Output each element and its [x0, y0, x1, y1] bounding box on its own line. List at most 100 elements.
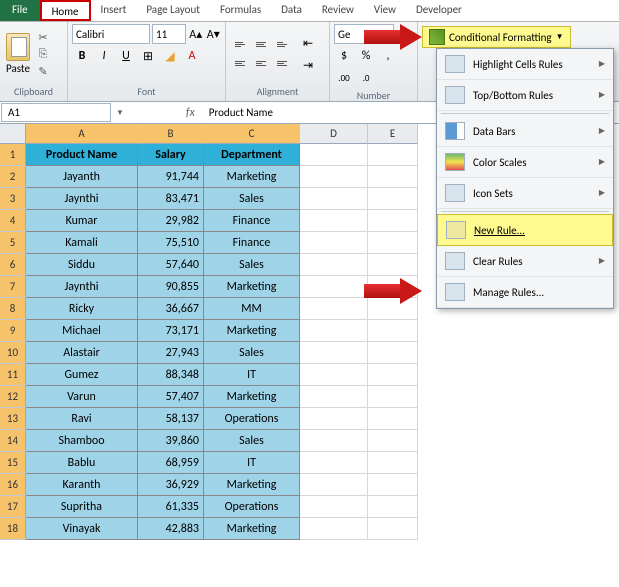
- row-header[interactable]: 15: [0, 452, 26, 474]
- cell-product[interactable]: Ricky: [26, 298, 138, 320]
- cell[interactable]: [300, 166, 368, 188]
- cell[interactable]: [368, 386, 418, 408]
- cell[interactable]: [368, 232, 418, 254]
- cell-department[interactable]: Marketing: [204, 386, 300, 408]
- cell-department[interactable]: Finance: [204, 210, 300, 232]
- col-header-c[interactable]: C: [204, 124, 300, 144]
- cell-department[interactable]: Operations: [204, 408, 300, 430]
- cell[interactable]: [300, 320, 368, 342]
- cell[interactable]: [368, 342, 418, 364]
- align-right[interactable]: [272, 55, 292, 73]
- cell-product[interactable]: Supritha: [26, 496, 138, 518]
- tab-developer[interactable]: Developer: [406, 0, 472, 21]
- cell-product[interactable]: Siddu: [26, 254, 138, 276]
- conditional-formatting-button[interactable]: Conditional Formatting ▼: [422, 26, 571, 48]
- align-left[interactable]: [230, 55, 250, 73]
- paste-button[interactable]: Paste: [4, 31, 32, 77]
- col-header-b[interactable]: B: [138, 124, 204, 144]
- cell[interactable]: [300, 408, 368, 430]
- cell-salary[interactable]: 39,860: [138, 430, 204, 452]
- cell[interactable]: [300, 298, 368, 320]
- namebox-dropdown-icon[interactable]: ▼: [112, 108, 128, 118]
- row-header[interactable]: 17: [0, 496, 26, 518]
- row-header[interactable]: 9: [0, 320, 26, 342]
- menu-iconsets[interactable]: Icon Sets ▶: [437, 178, 613, 209]
- cell-department[interactable]: IT: [204, 364, 300, 386]
- cell-salary[interactable]: 29,982: [138, 210, 204, 232]
- cell-salary[interactable]: 61,335: [138, 496, 204, 518]
- row-header[interactable]: 1: [0, 144, 26, 166]
- cell[interactable]: [368, 452, 418, 474]
- cell-salary[interactable]: 36,667: [138, 298, 204, 320]
- cell-product[interactable]: Shamboo: [26, 430, 138, 452]
- row-header[interactable]: 2: [0, 166, 26, 188]
- grow-font-button[interactable]: A▴: [188, 24, 204, 44]
- cell-salary[interactable]: 27,943: [138, 342, 204, 364]
- cell-product[interactable]: Kumar: [26, 210, 138, 232]
- cell-department[interactable]: Sales: [204, 342, 300, 364]
- format-painter-button[interactable]: ✎: [34, 63, 52, 79]
- cell-salary[interactable]: 58,137: [138, 408, 204, 430]
- cell[interactable]: [368, 320, 418, 342]
- header-department[interactable]: Department: [204, 144, 300, 166]
- row-header[interactable]: 12: [0, 386, 26, 408]
- menu-new-rule[interactable]: New Rule...: [437, 214, 613, 246]
- increase-decimal[interactable]: .00: [334, 68, 354, 88]
- tab-view[interactable]: View: [364, 0, 406, 21]
- cell[interactable]: [368, 408, 418, 430]
- name-box[interactable]: [1, 103, 111, 122]
- cell[interactable]: [300, 430, 368, 452]
- cell[interactable]: [300, 364, 368, 386]
- row-header[interactable]: 4: [0, 210, 26, 232]
- menu-manage-rules[interactable]: Manage Rules...: [437, 277, 613, 308]
- cell-department[interactable]: Marketing: [204, 276, 300, 298]
- menu-highlight-cells[interactable]: Highlight Cells Rules ▶: [437, 49, 613, 80]
- row-header[interactable]: 3: [0, 188, 26, 210]
- cell[interactable]: [368, 364, 418, 386]
- cell[interactable]: [300, 232, 368, 254]
- cell-department[interactable]: Sales: [204, 188, 300, 210]
- cell[interactable]: [368, 474, 418, 496]
- font-color-button[interactable]: A: [182, 46, 202, 66]
- shrink-font-button[interactable]: A▾: [206, 24, 222, 44]
- row-header[interactable]: 13: [0, 408, 26, 430]
- cell[interactable]: [368, 210, 418, 232]
- underline-button[interactable]: U: [116, 46, 136, 66]
- align-top-center[interactable]: [251, 36, 271, 54]
- cell[interactable]: [368, 188, 418, 210]
- font-name-select[interactable]: [72, 24, 150, 44]
- cell[interactable]: [300, 474, 368, 496]
- tab-page-layout[interactable]: Page Layout: [136, 0, 210, 21]
- tab-data[interactable]: Data: [271, 0, 312, 21]
- cell[interactable]: [300, 496, 368, 518]
- cell-salary[interactable]: 42,883: [138, 518, 204, 540]
- tab-review[interactable]: Review: [312, 0, 364, 21]
- cell-product[interactable]: Ravi: [26, 408, 138, 430]
- cell[interactable]: [300, 342, 368, 364]
- row-header[interactable]: 10: [0, 342, 26, 364]
- cell-salary[interactable]: 73,171: [138, 320, 204, 342]
- cell-salary[interactable]: 88,348: [138, 364, 204, 386]
- row-header[interactable]: 6: [0, 254, 26, 276]
- row-header[interactable]: 5: [0, 232, 26, 254]
- cell[interactable]: [368, 166, 418, 188]
- row-header[interactable]: 14: [0, 430, 26, 452]
- cell[interactable]: [300, 386, 368, 408]
- cell-product[interactable]: Gumez: [26, 364, 138, 386]
- cell-product[interactable]: Karanth: [26, 474, 138, 496]
- cell-salary[interactable]: 68,959: [138, 452, 204, 474]
- row-header[interactable]: 18: [0, 518, 26, 540]
- fx-icon[interactable]: fx: [178, 106, 203, 120]
- cell-department[interactable]: MM: [204, 298, 300, 320]
- cell-department[interactable]: Marketing: [204, 320, 300, 342]
- tab-file[interactable]: File: [0, 0, 40, 21]
- bold-button[interactable]: B: [72, 46, 92, 66]
- italic-button[interactable]: I: [94, 46, 114, 66]
- decrease-indent[interactable]: ⇤: [298, 33, 318, 53]
- align-top-left[interactable]: [230, 36, 250, 54]
- cell[interactable]: [368, 518, 418, 540]
- col-header-a[interactable]: A: [26, 124, 138, 144]
- cell[interactable]: [300, 518, 368, 540]
- cell[interactable]: [368, 144, 418, 166]
- cell-department[interactable]: Marketing: [204, 166, 300, 188]
